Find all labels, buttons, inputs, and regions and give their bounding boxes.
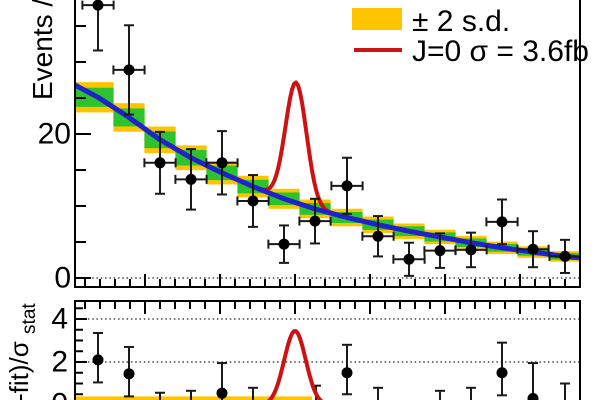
main-ytick-label-0: 0 [54,262,71,295]
pull-band-2sd [75,396,312,400]
fit-curve [75,82,580,261]
data-point-marker [123,64,135,76]
main-y-axis-title: Events / [27,0,58,100]
data-point-marker [496,216,508,228]
pull-panel [75,318,580,400]
legend-signal-label: J=0 σ = 3.6fb [412,35,589,68]
pull-data-point-marker [496,367,508,379]
pull-data-point-marker [216,387,228,399]
pull-y-axis-title-main: -fit)/σ [4,341,34,400]
data-point-marker [92,0,104,11]
legend: ± 2 s.d. J=0 σ = 3.6fb [352,5,589,68]
pull-data-point-marker [341,367,353,379]
legend-band-2sd-label: ± 2 s.d. [412,5,510,38]
data-point-marker [559,250,571,262]
main-panel [75,0,580,279]
data-point-marker [154,157,166,169]
data-point-marker [185,173,197,185]
pull-y-axis-title: -fit)/σ stat [4,303,40,400]
main-ytick-label-20: 20 [38,118,71,151]
pull-data-point-marker [123,368,135,380]
pull-ytick-label-2: 2 [51,346,68,379]
pull-data-point-marker [92,354,104,366]
data-point-marker [309,215,321,227]
data-point-marker [434,245,446,257]
pull-data-point-marker [527,393,539,400]
data-point-marker [216,157,228,169]
data-point-marker [278,238,290,250]
pull-ytick-label-4: 4 [51,303,68,336]
data-point-marker [372,230,384,242]
data-point-marker [465,244,477,256]
pull-ytick-label-0: 0 [51,388,68,400]
axes-and-frame [74,0,581,400]
data-point-marker [527,243,539,255]
legend-band-2sd-swatch [352,8,402,30]
data-point-marker [247,195,259,207]
pull-signal-curve [266,329,324,400]
data-point-marker [341,180,353,192]
pull-y-axis-title-subscript: stat [19,303,40,334]
data-point-marker [403,253,415,265]
